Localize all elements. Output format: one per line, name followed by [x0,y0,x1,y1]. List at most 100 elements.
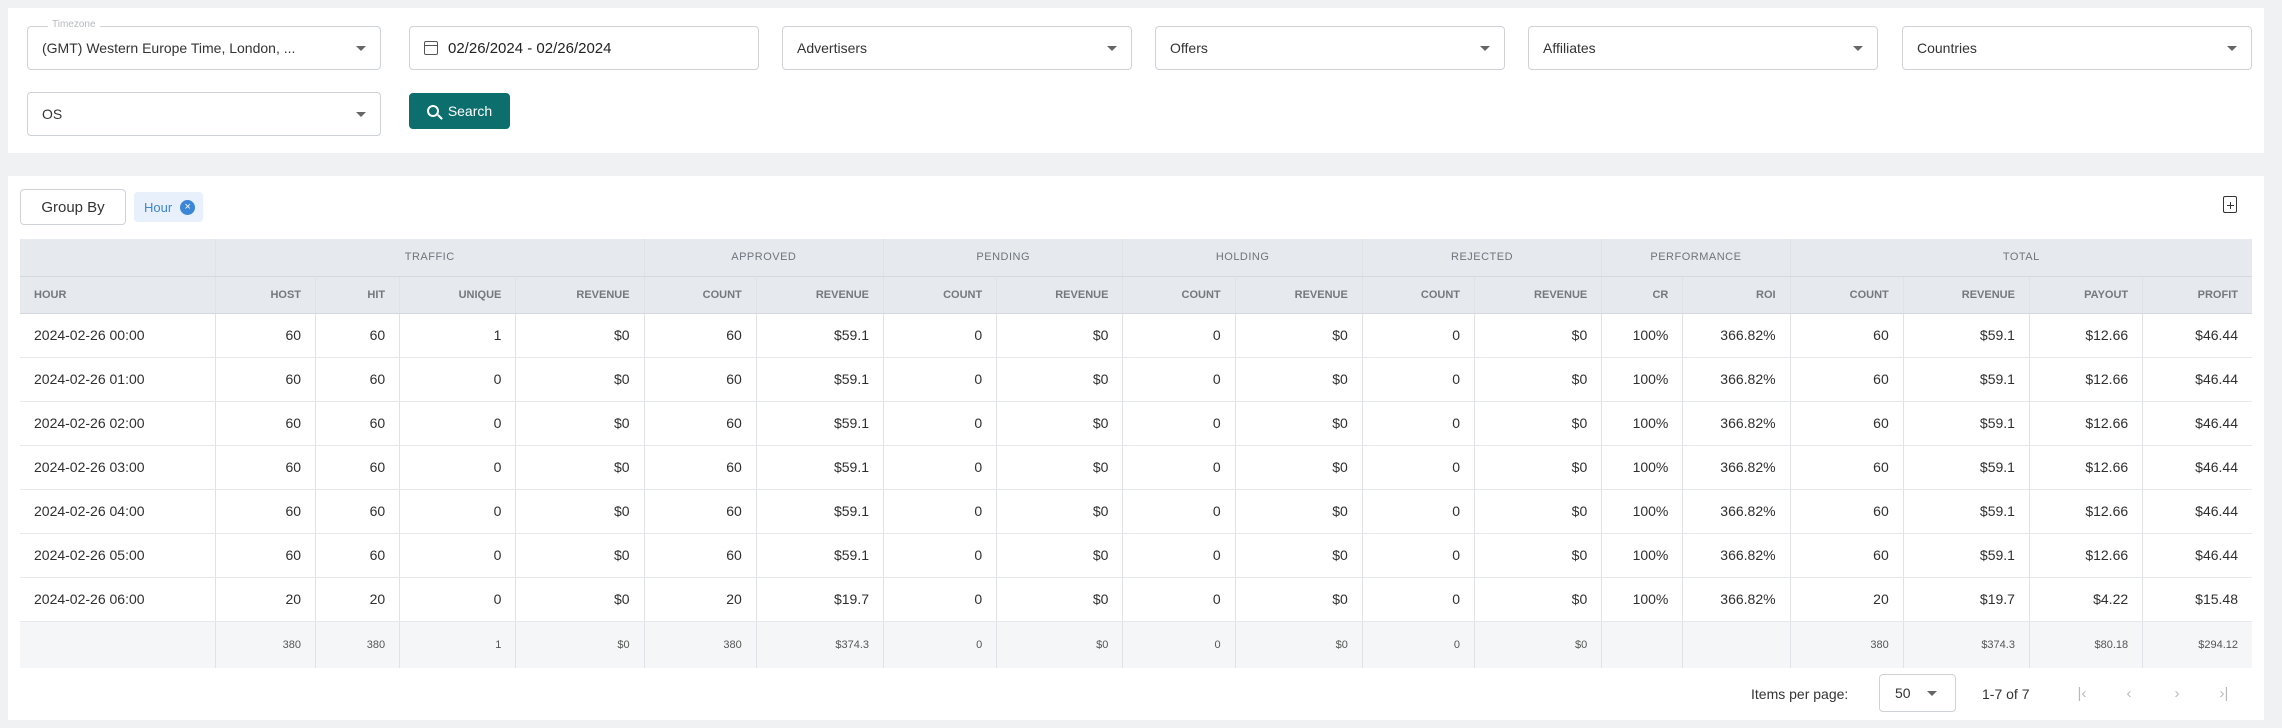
remove-chip-icon[interactable]: × [180,199,196,215]
total-cell: 380 [215,621,317,668]
table-cell: 20 [315,577,401,622]
total-cell: $0 [996,621,1124,668]
table-cell: 0 [1122,357,1236,402]
table-cell: 60 [215,489,317,534]
group-by-button[interactable]: Group By [20,189,126,225]
table-cell: $59.1 [756,533,885,578]
total-cell: $0 [1474,621,1603,668]
table-cell: 60 [1790,313,1904,358]
chevron-down-icon [1107,45,1117,51]
table-cell: $15.48 [2142,577,2252,622]
group-header-rejected: REJECTED [1362,239,1603,277]
table-cell: 0 [399,489,517,534]
total-cell: 380 [315,621,401,668]
table-cell: 60 [215,313,317,358]
column-header: UNIQUE [399,276,517,314]
table-cell: $0 [996,577,1124,622]
table-cell: 0 [883,401,998,446]
total-cell: $374.3 [1903,621,2030,668]
countries-select[interactable]: Countries [1902,26,2252,70]
table-cell: 0 [399,577,517,622]
table-cell: 366.82% [1682,357,1791,402]
table-cell: 60 [215,533,317,578]
table-cell: $0 [1474,577,1603,622]
previous-page-icon[interactable]: ‹ [2126,684,2132,702]
search-button[interactable]: Search [409,93,510,129]
table-cell: $46.44 [2142,489,2252,534]
page-range-label: 1-7 of 7 [1982,686,2030,702]
column-header: COUNT [1122,276,1236,314]
date-range-value: 02/26/2024 - 02/26/2024 [448,39,612,57]
timezone-select[interactable]: Timezone (GMT) Western Europe Time, Lond… [27,19,381,70]
table-cell: 60 [315,489,401,534]
offers-select[interactable]: Offers [1155,26,1505,70]
table-cell: 60 [1790,489,1904,534]
table-cell: $59.1 [1903,489,2030,534]
column-header: REVENUE [1903,276,2030,314]
affiliates-select[interactable]: Affiliates [1528,26,1878,70]
advertisers-select[interactable]: Advertisers [782,26,1132,70]
table-cell: $19.7 [756,577,885,622]
table-cell: $0 [996,533,1124,578]
affiliates-placeholder: Affiliates [1543,40,1596,56]
table-cell: $0 [996,489,1124,534]
first-page-icon[interactable]: |‹ [2077,684,2087,702]
table-cell: $0 [515,577,645,622]
column-header: REVENUE [1474,276,1603,314]
table-row: 2024-02-26 02:00 60 60 0 $0 60 $59.1 0 $0 0 $0 0 $0 1… [20,401,2252,446]
table-cell: 60 [644,445,757,490]
table-cell: 2024-02-26 05:00 [20,533,216,578]
last-page-icon[interactable]: ›| [2219,684,2229,702]
next-page-icon[interactable]: › [2174,684,2180,702]
total-cell: $0 [515,621,645,668]
table-cell: $0 [515,401,645,446]
table-cell: $0 [1235,489,1363,534]
column-header: REVENUE [756,276,885,314]
table-cell: 2024-02-26 02:00 [20,401,216,446]
table-body: 2024-02-26 00:00 60 60 1 $0 60 $59.1 0 $0 0 $0 0 $0 1… [20,313,2252,668]
column-header: COUNT [644,276,757,314]
table-cell: 366.82% [1682,577,1791,622]
table-cell: $0 [1474,445,1603,490]
table-cell: 60 [1790,357,1904,402]
table-row: 2024-02-26 03:00 60 60 0 $0 60 $59.1 0 $0 0 $0 0 $0 1… [20,445,2252,490]
table-cell: $0 [996,313,1124,358]
table-cell: $0 [1474,533,1603,578]
table-cell: 0 [1362,445,1476,490]
os-select[interactable]: OS [27,92,381,136]
total-cell: 380 [644,621,757,668]
items-per-page-label: Items per page: [1751,686,1849,702]
date-range-field[interactable]: 02/26/2024 - 02/26/2024 [409,26,759,70]
table-cell: $59.1 [756,401,885,446]
table-cell: 2024-02-26 01:00 [20,357,216,402]
total-cell [1682,621,1791,668]
chevron-down-icon [1480,45,1490,51]
table-cell: $59.1 [1903,357,2030,402]
column-header: COUNT [883,276,998,314]
table-cell: 100% [1601,577,1684,622]
calendar-icon [424,41,438,55]
table-cell: $0 [515,357,645,402]
table-row: 2024-02-26 06:00 20 20 0 $0 20 $19.7 0 $0 0 $0 0 $0 1… [20,577,2252,622]
group-chip-hour: Hour × [134,192,204,222]
table-cell: $4.22 [2029,577,2144,622]
offers-placeholder: Offers [1170,40,1208,56]
table-cell: 0 [1122,401,1236,446]
items-per-page-select[interactable]: 50 [1879,674,1956,712]
table-cell: $0 [1474,357,1603,402]
table-cell: 366.82% [1682,313,1791,358]
chevron-down-icon [356,45,366,51]
table-row: 2024-02-26 05:00 60 60 0 $0 60 $59.1 0 $0 0 $0 0 $0 1… [20,533,2252,578]
table-cell: $59.1 [756,445,885,490]
table-cell: 0 [1122,445,1236,490]
table-cell: $0 [515,445,645,490]
export-file-icon[interactable] [2223,196,2237,213]
table-cell: 100% [1601,533,1684,578]
total-cell: $374.3 [756,621,885,668]
search-icon [426,105,439,117]
total-cell: 0 [883,621,998,668]
table-cell: 0 [1362,533,1476,578]
table-cell: $0 [1235,577,1363,622]
total-cell [1601,621,1684,668]
column-header: ROI [1682,276,1791,314]
